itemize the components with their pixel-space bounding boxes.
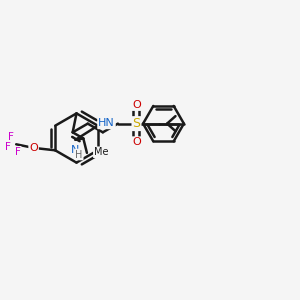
Text: F: F xyxy=(15,147,21,157)
Text: O: O xyxy=(132,100,141,110)
Text: O: O xyxy=(132,137,141,147)
Text: S: S xyxy=(133,117,140,130)
Text: HN: HN xyxy=(98,118,115,128)
Text: F: F xyxy=(5,142,11,152)
Text: O: O xyxy=(29,143,38,153)
Text: Me: Me xyxy=(94,147,108,157)
Text: H: H xyxy=(75,149,83,160)
Text: F: F xyxy=(8,132,14,142)
Text: N: N xyxy=(71,145,80,155)
